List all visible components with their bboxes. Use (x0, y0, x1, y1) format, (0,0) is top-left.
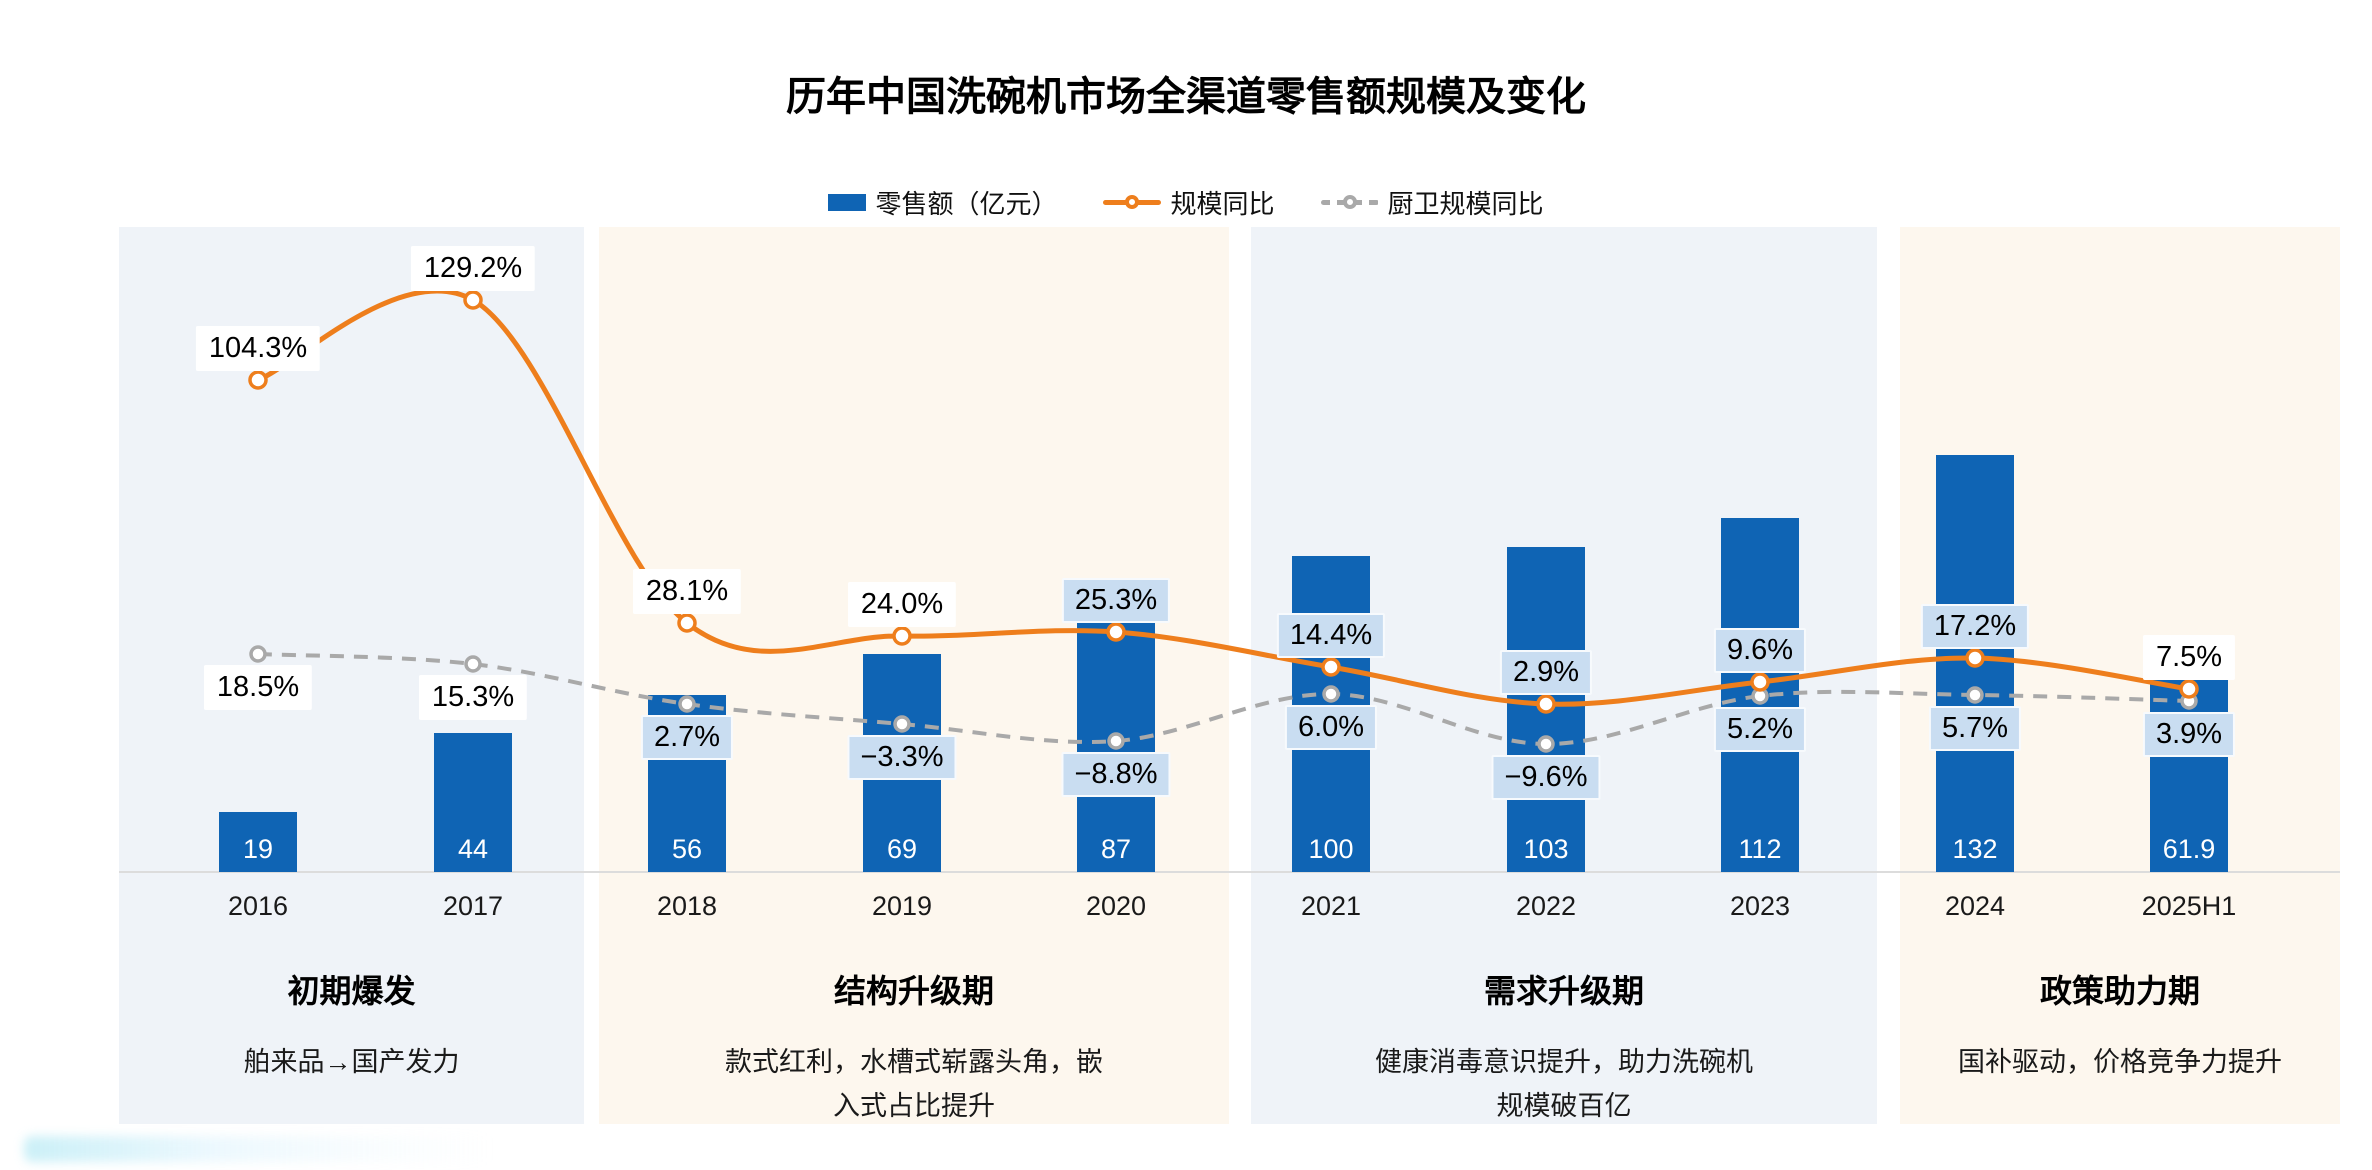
bar-value-label: 87 (1100, 834, 1132, 864)
yoy-label-2016: 104.3% (195, 326, 321, 371)
kitchen-yoy-label-2024: 5.7% (1928, 706, 2022, 751)
kitchen-yoy-label-2023: 5.2% (1713, 707, 1807, 752)
bar-2016: 19 (219, 812, 297, 872)
bar-value-label: 103 (1523, 834, 1569, 864)
bottom-blur-artifact (24, 1136, 494, 1162)
chart-title: 历年中国洗碗机市场全渠道零售额规模及变化 (786, 75, 1586, 119)
yoy-label-2019: 24.0% (847, 582, 957, 627)
legend-label: 零售额（亿元） (875, 188, 1058, 219)
year-label-2021: 2021 (1300, 891, 1362, 921)
bar-2025H1: 61.9 (2150, 676, 2228, 872)
year-label-2019: 2019 (871, 891, 933, 921)
kitchen-yoy-label-2020: −8.8% (1061, 752, 1171, 797)
phase-title-3: 需求升级期 (1483, 973, 1645, 1009)
kitchen-yoy-label-2021: 6.0% (1284, 705, 1378, 750)
dashed-line-marker-icon (1320, 192, 1379, 212)
kitchen-yoy-label-2019: −3.3% (847, 735, 957, 780)
kitchen-yoy-label-2017: 15.3% (418, 675, 528, 720)
bar-value-label: 69 (886, 834, 918, 864)
year-label-2020: 2020 (1085, 891, 1147, 921)
yoy-label-2018: 28.1% (632, 569, 742, 614)
kitchen-yoy-label-2022: −9.6% (1491, 755, 1601, 800)
bar-2023: 112 (1721, 518, 1799, 872)
bar-value-label: 44 (457, 834, 489, 864)
bar-value-label: 19 (242, 834, 274, 864)
bar-value-label: 132 (1952, 834, 1998, 864)
bar-swatch-icon (828, 193, 867, 211)
bar-value-label: 112 (1738, 834, 1782, 864)
phase-desc-3: 健康消毒意识提升，助力洗碗机规模破百亿 (1375, 1047, 1753, 1121)
bar-value-label: 56 (671, 834, 703, 864)
phase-title-4: 政策助力期 (2039, 973, 2201, 1009)
yoy-label-2023: 9.6% (1713, 628, 1807, 673)
bar-2017: 44 (434, 733, 512, 872)
phase-desc-4: 国补驱动，价格竞争力提升 (1958, 1047, 2282, 1077)
kitchen-yoy-label-2016: 18.5% (203, 665, 313, 710)
legend-item-retail[interactable]: 零售额（亿元） (828, 184, 1057, 221)
yoy-label-2017: 129.2% (410, 246, 536, 291)
year-label-2024: 2024 (1944, 891, 2006, 921)
phase-desc-1: 舶来品→国产发力 (243, 1047, 460, 1077)
legend-item-kitchen-yoy[interactable]: 厨卫规模同比 (1320, 184, 1544, 221)
yoy-label-2021: 14.4% (1276, 613, 1386, 658)
kitchen-yoy-label-2025H1: 3.9% (2142, 712, 2236, 757)
chart-legend: 零售额（亿元） 规模同比 厨卫规模同比 (0, 180, 2372, 224)
legend-label: 厨卫规模同比 (1387, 188, 1544, 219)
solid-line-marker-icon (1103, 192, 1162, 212)
yoy-label-2020: 25.3% (1061, 578, 1171, 623)
bar-2024: 132 (1936, 455, 2014, 872)
bar-value-label: 100 (1308, 834, 1354, 864)
bar-2020: 87 (1077, 597, 1155, 872)
year-label-2017: 2017 (442, 891, 504, 921)
year-label-2018: 2018 (656, 891, 718, 921)
yoy-label-2025H1: 7.5% (2142, 635, 2236, 680)
phase-desc-2: 款式红利，水槽式崭露头角，嵌入式占比提升 (725, 1047, 1103, 1121)
legend-item-yoy[interactable]: 规模同比 (1103, 184, 1275, 221)
x-axis-line (119, 871, 2340, 873)
year-label-2016: 2016 (227, 891, 289, 921)
phase-title-2: 结构升级期 (833, 973, 995, 1009)
legend-label: 规模同比 (1170, 188, 1275, 219)
bar-value-label: 61.9 (2162, 834, 2216, 864)
phase-title-1: 初期爆发 (287, 973, 416, 1009)
yoy-label-2022: 2.9% (1499, 650, 1593, 695)
year-label-2025H1: 2025H1 (2141, 891, 2237, 921)
kitchen-yoy-label-2018: 2.7% (640, 715, 734, 760)
year-label-2023: 2023 (1729, 891, 1791, 921)
year-label-2022: 2022 (1515, 891, 1577, 921)
bar-2022: 103 (1507, 547, 1585, 872)
yoy-label-2024: 17.2% (1920, 604, 2030, 649)
